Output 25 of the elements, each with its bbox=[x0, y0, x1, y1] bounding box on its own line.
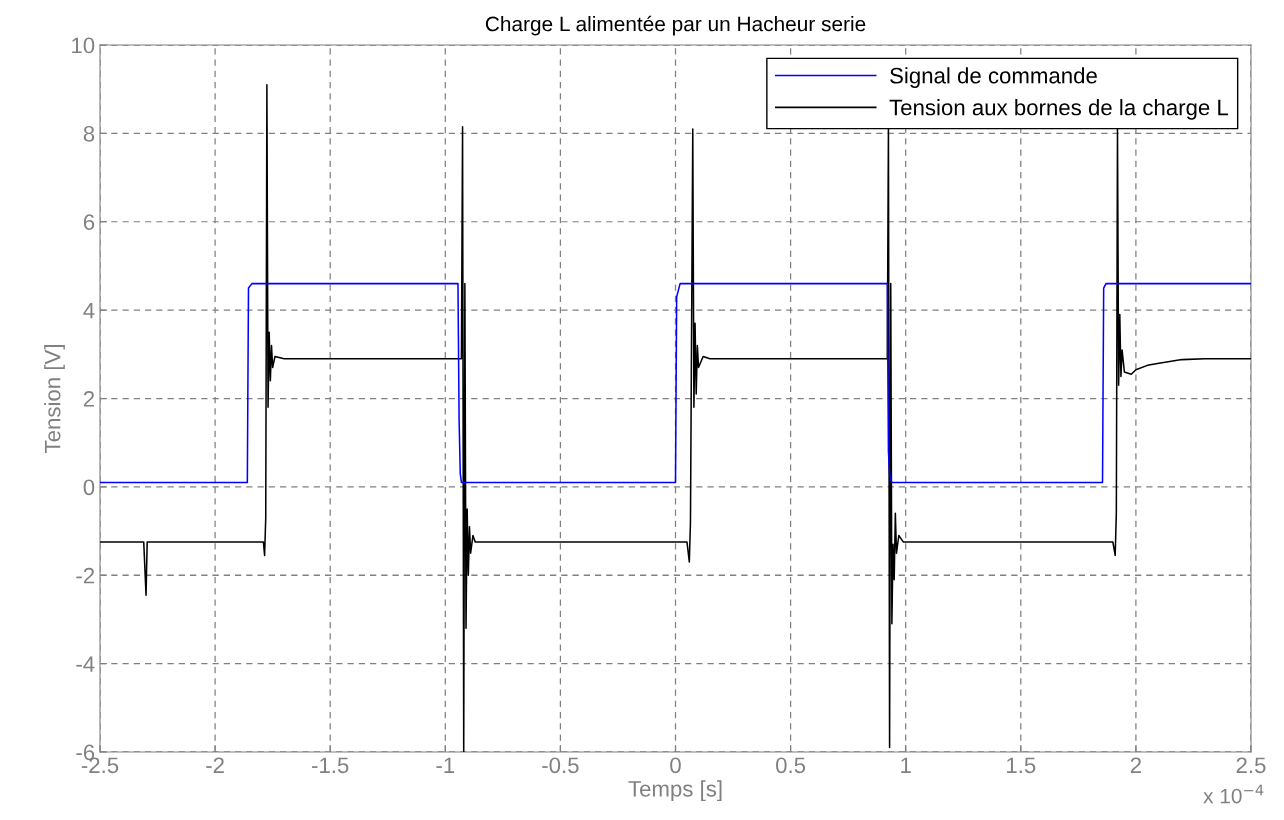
y-tick-label: 0 bbox=[83, 479, 95, 496]
line-series bbox=[100, 282, 1251, 484]
x-tick-label: -1 bbox=[436, 757, 455, 773]
y-tick-label: -2 bbox=[76, 567, 95, 584]
y-tick-label: 4 bbox=[83, 302, 95, 319]
y-tick-label: 2 bbox=[83, 391, 95, 407]
chart-title: Charge L alimentée par un Hacheur serie bbox=[485, 15, 866, 36]
y-axis-title: Tension [V] bbox=[44, 345, 65, 453]
x-tick-label: 1.5 bbox=[1007, 757, 1036, 774]
y-tick-label: -4 bbox=[76, 656, 95, 672]
x-tick-label: 2.5 bbox=[1236, 757, 1266, 774]
y-tick-label: 6 bbox=[83, 214, 95, 231]
y-tick-label: 8 bbox=[83, 125, 95, 142]
text: x 10$^{−4}$ bbox=[1203, 784, 1264, 804]
x-tick-label: -1.5 bbox=[312, 757, 349, 774]
x-tick-label: 1 bbox=[901, 757, 911, 773]
x-tick-label: -0.5 bbox=[542, 757, 579, 774]
x-tick-label: -2 bbox=[206, 757, 224, 773]
x-tick-label: 2 bbox=[1130, 757, 1141, 773]
legend-label: Tension aux bornes de la charge L bbox=[889, 99, 1229, 120]
y-tick-label: 10 bbox=[72, 37, 95, 54]
x-tick-label: 0 bbox=[670, 757, 681, 774]
legend-label: Signal de commande bbox=[890, 67, 1097, 88]
x-axis-title: Temps [s] bbox=[628, 780, 722, 802]
x-tick-label: 0.5 bbox=[776, 757, 806, 774]
